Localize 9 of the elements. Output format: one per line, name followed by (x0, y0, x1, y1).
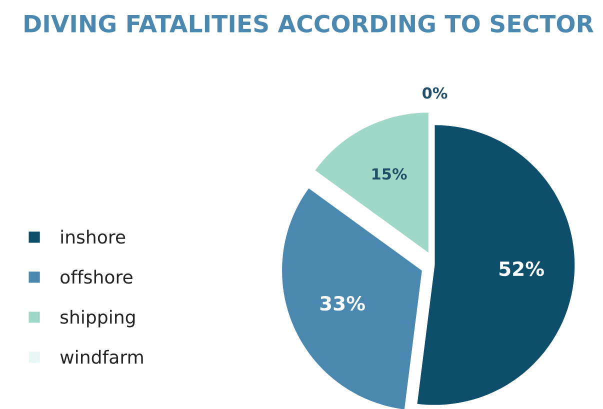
data-label: 33% (320, 296, 365, 311)
legend-label: windfarm (60, 350, 143, 364)
data-label: 15% (372, 168, 407, 180)
legend-label: offshore (60, 270, 132, 284)
text: 0% (422, 87, 448, 99)
legend-label: shipping (60, 310, 135, 328)
legend-label: inshore (61, 230, 126, 244)
data-label: 52% (500, 261, 544, 276)
chart-title: DIVING FATALITIES ACCORDING TO SECTOR (24, 14, 594, 33)
